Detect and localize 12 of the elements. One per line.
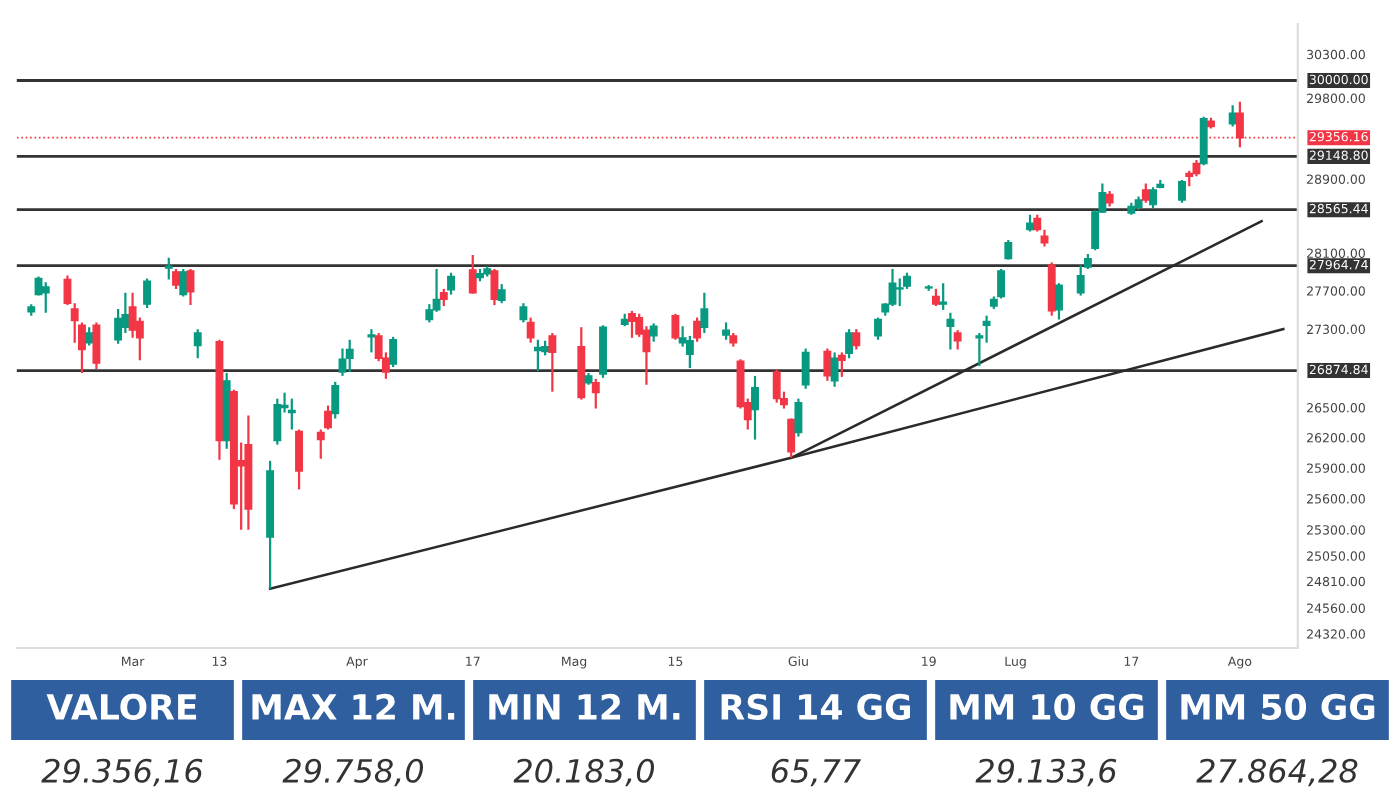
category-label: MM 10 GG	[950, 693, 1144, 721]
category-label: VALORE	[46, 693, 197, 721]
text: 20.183,0	[513, 758, 655, 787]
text: 29.758,0	[282, 758, 424, 787]
category-label: MAX 12 M.	[252, 693, 455, 720]
category-label: MIN 12 M.	[489, 693, 680, 720]
category-label: MM 50 GG	[1181, 693, 1375, 721]
text: 29.356,16	[41, 758, 203, 787]
category-label: RSI 14 GG	[721, 693, 911, 721]
text: 65,77	[771, 758, 861, 787]
text: 29.133,6	[975, 758, 1117, 787]
text: 27.864,28	[1196, 758, 1358, 787]
